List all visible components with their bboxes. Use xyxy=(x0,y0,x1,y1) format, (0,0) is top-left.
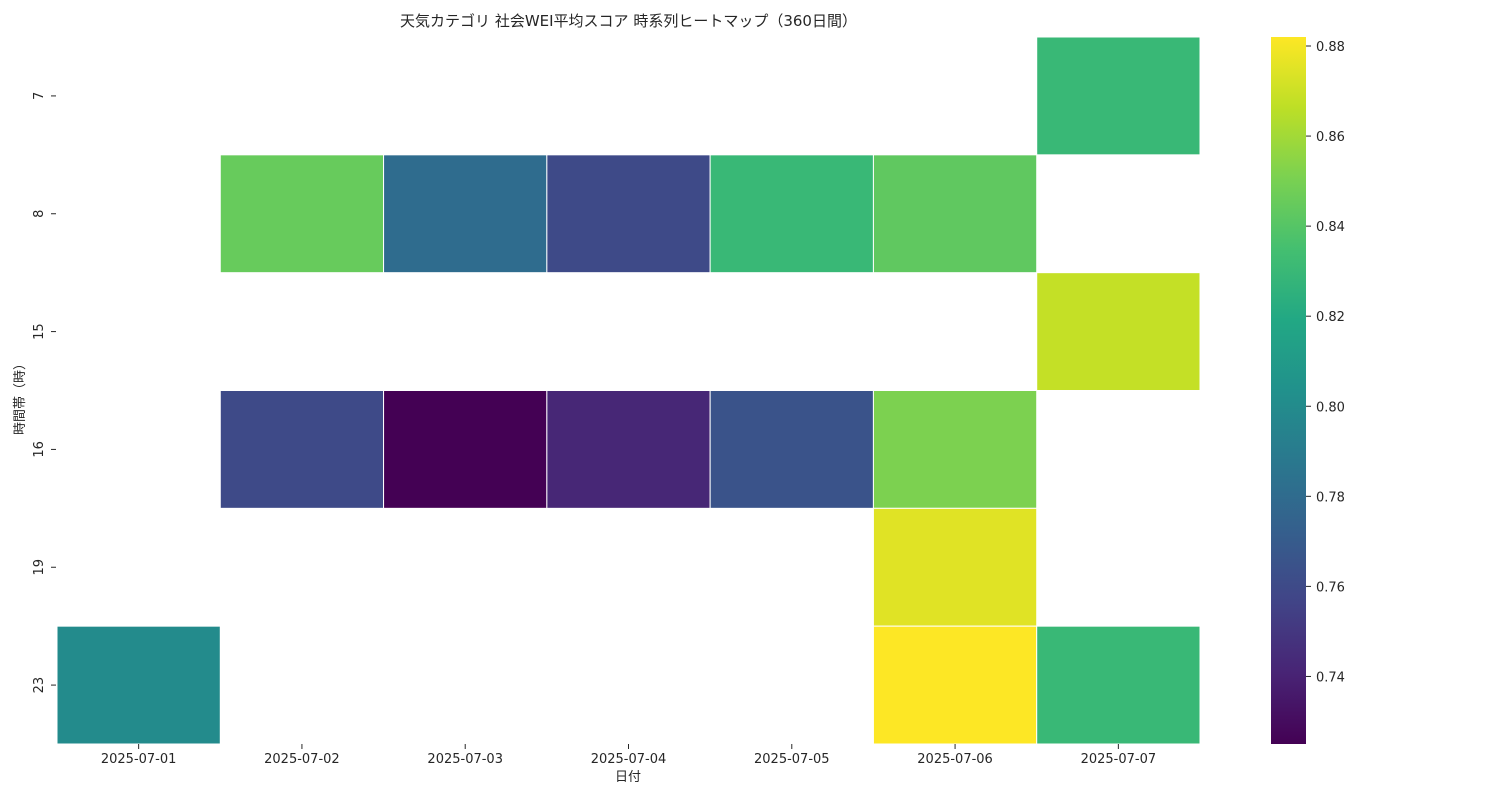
heatmap-cell xyxy=(383,390,548,509)
colorbar-tick-label: 0.88 xyxy=(1316,40,1345,55)
x-tick-label: 2025-07-07 xyxy=(1081,752,1157,767)
heatmap-cell xyxy=(709,154,874,274)
x-tick-label: 2025-07-05 xyxy=(754,752,830,767)
colorbar-tick-label: 0.82 xyxy=(1316,310,1345,325)
y-tick-label: 16 xyxy=(32,441,47,458)
y-tick-label: 8 xyxy=(32,210,47,218)
colorbar-tick-label: 0.76 xyxy=(1316,580,1345,595)
y-axis-ticks: 7 8 15 16 19 23 xyxy=(32,92,56,694)
x-axis-ticks: 2025-07-01 2025-07-02 2025-07-03 2025-07-04… xyxy=(101,744,1156,767)
heatmap-cell xyxy=(1036,36,1201,156)
heatmap-cell xyxy=(1036,625,1201,745)
y-tick-label: 15 xyxy=(32,323,47,340)
colorbar-tick-label: 0.74 xyxy=(1316,670,1345,685)
x-tick-label: 2025-07-01 xyxy=(101,752,177,767)
heatmap-cell xyxy=(219,154,385,274)
colorbar xyxy=(1271,37,1306,744)
heatmap-cell xyxy=(546,390,711,509)
x-tick-label: 2025-07-03 xyxy=(427,752,503,767)
heatmap-cell xyxy=(1036,272,1201,391)
colorbar-tick-label: 0.80 xyxy=(1316,400,1345,415)
heatmap-cell xyxy=(872,154,1038,274)
x-tick-label: 2025-07-04 xyxy=(591,752,667,767)
colorbar-tick-label: 0.84 xyxy=(1316,220,1345,235)
heatmap-cell xyxy=(219,390,385,509)
y-tick-label: 23 xyxy=(32,677,47,694)
y-tick-label: 19 xyxy=(32,559,47,576)
x-axis-label: 日付 xyxy=(615,770,641,785)
x-tick-label: 2025-07-02 xyxy=(264,752,340,767)
heatmap-cell xyxy=(872,625,1038,745)
y-tick-label: 7 xyxy=(32,92,47,100)
chart-title: 天気カテゴリ 社会WEI平均スコア 時系列ヒートマップ（360日間） xyxy=(400,12,857,30)
colorbar-tick-label: 0.86 xyxy=(1316,130,1345,145)
colorbar-tick-label: 0.78 xyxy=(1316,490,1345,505)
heatmap-cells xyxy=(56,36,1201,745)
heatmap-cell xyxy=(383,154,548,274)
x-tick-label: 2025-07-06 xyxy=(917,752,993,767)
heatmap-cell xyxy=(56,625,221,745)
colorbar-ticks: 0.74 0.76 0.78 0.80 0.82 0.84 0.86 0.88 xyxy=(1306,40,1345,685)
heatmap-cell xyxy=(709,390,874,509)
heatmap-cell xyxy=(872,507,1038,627)
heatmap-cell xyxy=(546,154,711,274)
y-axis-label: 時間帯（時） xyxy=(13,357,28,435)
heatmap-cell xyxy=(872,390,1038,509)
